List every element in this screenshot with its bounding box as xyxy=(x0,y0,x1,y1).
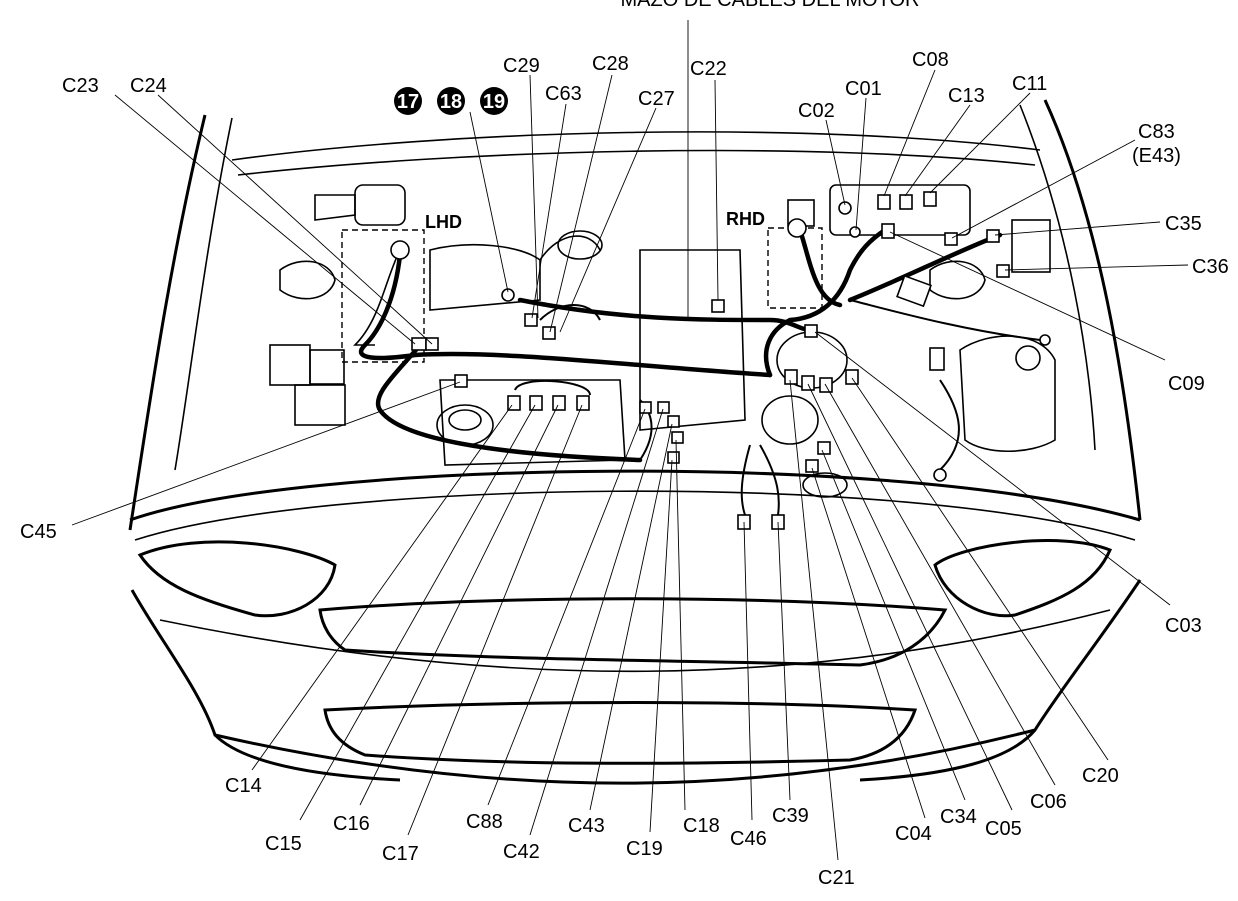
connector-label-c34: C34 xyxy=(940,806,977,828)
engine-wiring-harness xyxy=(358,227,1041,516)
connector-label-c35: C35 xyxy=(1165,213,1202,235)
connector-label-c01: C01 xyxy=(845,78,882,100)
connector-label-c09: C09 xyxy=(1168,373,1205,395)
connector-label-c43: C43 xyxy=(568,815,605,837)
lhd-box xyxy=(341,229,425,363)
lhd-label: LHD xyxy=(425,212,462,232)
connector-labels: C23 C24 C29 C28 C63 C27 C22 C02 C01 C08 … xyxy=(20,49,1229,889)
connector-label-c88: C88 xyxy=(466,811,503,833)
connector-label-c29: C29 xyxy=(503,55,540,77)
connector-label-c24: C24 xyxy=(130,75,167,97)
connector-label-c36: C36 xyxy=(1192,256,1229,278)
diagram-title: MAZO DE CABLES DEL MOTOR xyxy=(621,0,920,11)
connector-label-c83: C83 xyxy=(1138,121,1175,143)
vehicle-outline xyxy=(128,99,1142,785)
badge-19-circle xyxy=(480,87,508,115)
connector-label-c46: C46 xyxy=(730,828,767,850)
connector-label-c18: C18 xyxy=(683,815,720,837)
badge-17: 17 xyxy=(397,91,419,113)
connector-label-c16: C16 xyxy=(333,813,370,835)
rhd-box xyxy=(767,227,823,309)
rhd-label: RHD xyxy=(726,209,765,229)
connector-label-c28: C28 xyxy=(592,53,629,75)
badge-18-circle xyxy=(437,87,465,115)
connector-label-c27: C27 xyxy=(638,88,675,110)
connector-label-c02: C02 xyxy=(798,100,835,122)
connector-label-c04: C04 xyxy=(895,823,932,845)
connector-label-c17: C17 xyxy=(382,843,419,865)
connector-label-c21: C21 xyxy=(818,867,855,889)
connector-label-c23: C23 xyxy=(62,75,99,97)
leader-lines xyxy=(71,20,1189,861)
connector-label-e43: (E43) xyxy=(1132,145,1181,167)
connector-label-c14: C14 xyxy=(225,775,262,797)
badge-17-circle xyxy=(394,87,422,115)
connector-label-c63: C63 xyxy=(545,83,582,105)
connector-label-c20: C20 xyxy=(1082,765,1119,787)
connector-label-c39: C39 xyxy=(772,805,809,827)
connector-label-c45: C45 xyxy=(20,521,57,543)
connector-label-c03: C03 xyxy=(1165,615,1202,637)
badge-18: 18 xyxy=(440,91,462,113)
connector-label-c08: C08 xyxy=(912,49,949,71)
connector-label-c19: C19 xyxy=(626,838,663,860)
connector-label-c13: C13 xyxy=(948,85,985,107)
connector-label-c15: C15 xyxy=(265,833,302,855)
connector-label-c05: C05 xyxy=(985,818,1022,840)
connector-label-c42: C42 xyxy=(503,841,540,863)
reference-badges: 17 18 19 xyxy=(394,87,508,115)
connector-shapes xyxy=(390,191,1051,530)
connector-label-c06: C06 xyxy=(1030,791,1067,813)
connector-label-c11: C11 xyxy=(1012,73,1047,95)
connector-label-c22: C22 xyxy=(690,58,727,80)
badge-19: 19 xyxy=(483,91,505,113)
